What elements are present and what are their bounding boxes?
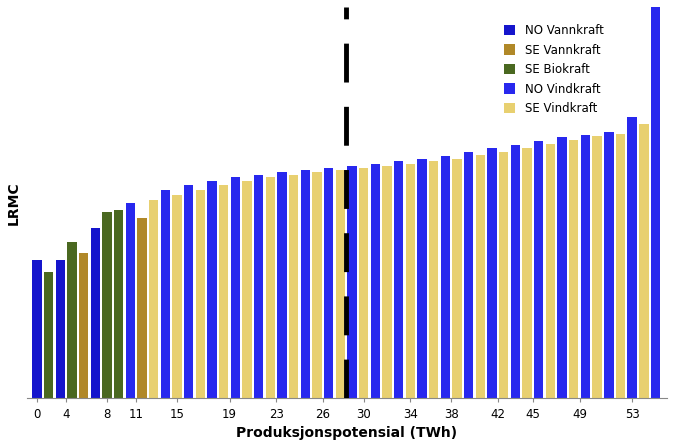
Bar (312, 173, 321, 398)
Bar (394, 161, 404, 398)
Bar (44, 272, 53, 398)
Bar (266, 177, 275, 398)
Bar (277, 173, 287, 398)
Bar (301, 170, 310, 398)
Bar (534, 141, 543, 398)
Bar (429, 161, 439, 398)
Bar (499, 152, 508, 398)
Bar (569, 139, 578, 398)
Bar (219, 185, 228, 398)
Bar (522, 148, 532, 398)
Bar (55, 260, 65, 398)
Bar (324, 168, 334, 398)
Bar (173, 195, 182, 398)
Bar (441, 156, 450, 398)
Bar (160, 190, 170, 398)
Bar (67, 242, 77, 398)
Bar (254, 175, 264, 398)
Bar (289, 175, 299, 398)
Bar (149, 199, 158, 398)
Bar (90, 228, 100, 398)
Bar (32, 260, 42, 398)
Bar (79, 253, 88, 398)
Bar (604, 132, 613, 398)
Bar (476, 156, 485, 398)
Bar (417, 159, 427, 398)
Bar (137, 219, 147, 398)
Bar (207, 181, 217, 398)
Bar (464, 152, 474, 398)
Bar (125, 202, 135, 398)
Bar (487, 148, 497, 398)
Bar (557, 137, 567, 398)
Bar (615, 134, 625, 398)
Bar (336, 170, 345, 398)
Bar (639, 124, 648, 398)
Bar (184, 185, 193, 398)
Bar (102, 212, 112, 398)
Bar (382, 166, 392, 398)
Bar (195, 190, 205, 398)
Legend: NO Vannkraft, SE Vannkraft, SE Biokraft, NO Vindkraft, SE Vindkraft: NO Vannkraft, SE Vannkraft, SE Biokraft,… (500, 21, 607, 119)
Bar (114, 210, 123, 398)
X-axis label: Produksjonspotensial (TWh): Produksjonspotensial (TWh) (236, 426, 458, 440)
Bar (627, 118, 637, 398)
Y-axis label: LRMC: LRMC (7, 181, 21, 224)
Bar (592, 136, 602, 398)
Bar (347, 166, 357, 398)
Bar (545, 144, 555, 398)
Bar (406, 164, 415, 398)
Bar (511, 145, 520, 398)
Bar (371, 164, 380, 398)
Bar (359, 168, 369, 398)
Bar (452, 159, 462, 398)
Bar (650, 7, 660, 398)
Bar (231, 177, 240, 398)
Bar (242, 181, 252, 398)
Bar (580, 135, 590, 398)
